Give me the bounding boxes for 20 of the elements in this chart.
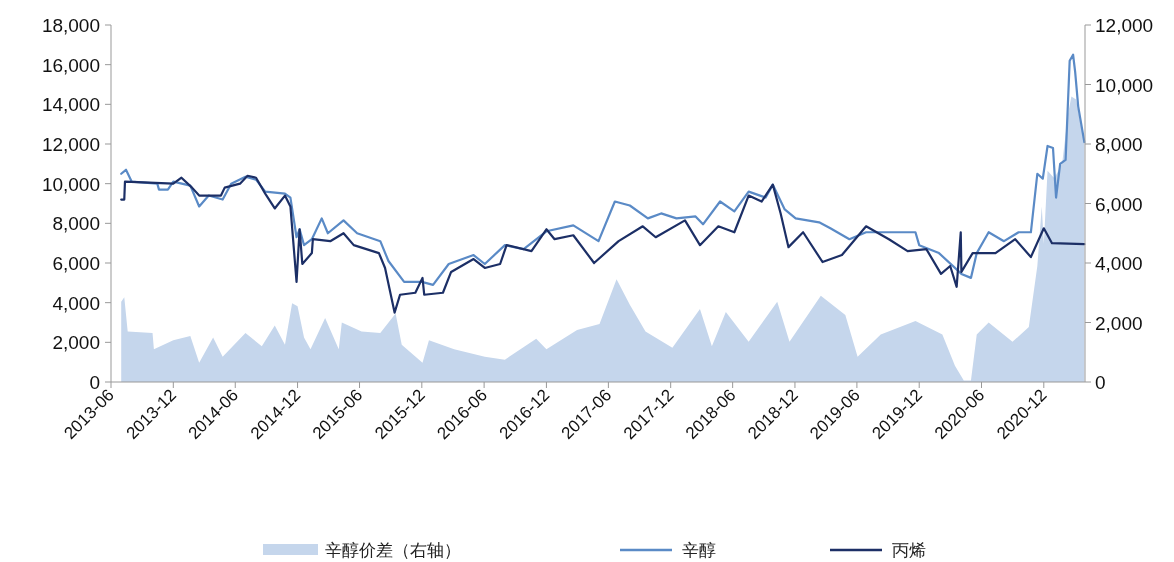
legend-label: 辛醇 xyxy=(682,541,716,560)
y2-tick-label: 4,000 xyxy=(1095,253,1143,274)
y-tick-label: 8,000 xyxy=(52,213,100,235)
y-tick-label: 18,000 xyxy=(41,15,100,36)
legend-label: 丙烯 xyxy=(892,541,926,560)
y2-tick-label: 12,000 xyxy=(1095,15,1154,36)
y-tick-label: 16,000 xyxy=(41,54,100,76)
legend-label: 辛醇价差（右轴） xyxy=(325,541,461,560)
y2-tick-label: 6,000 xyxy=(1095,193,1143,215)
y2-tick-label: 8,000 xyxy=(1095,134,1143,155)
y-tick-label: 12,000 xyxy=(41,134,100,155)
y2-tick-label: 0 xyxy=(1095,372,1106,393)
y2-tick-label: 10,000 xyxy=(1095,74,1154,96)
y-tick-label: 4,000 xyxy=(52,292,100,314)
y-tick-label: 14,000 xyxy=(41,94,100,116)
y-tick-label: 0 xyxy=(89,372,100,393)
y-tick-label: 10,000 xyxy=(41,173,100,195)
y-tick-label: 6,000 xyxy=(52,253,100,274)
y-tick-label: 2,000 xyxy=(52,332,100,354)
y2-tick-label: 2,000 xyxy=(1095,312,1143,334)
